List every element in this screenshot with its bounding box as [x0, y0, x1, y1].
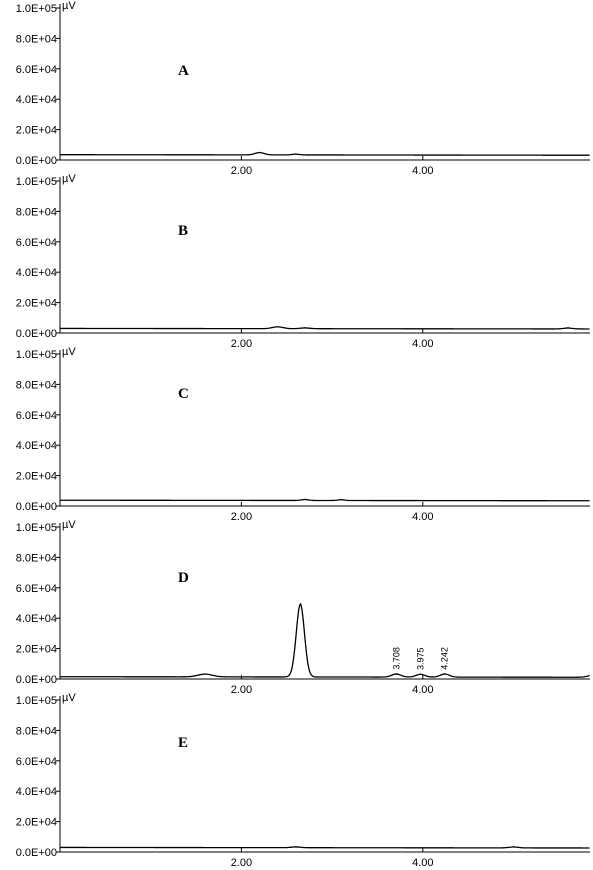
- y-tick-label: 4.0E+04: [16, 786, 57, 798]
- chromatogram-trace: [59, 498, 590, 502]
- y-tick-label: 0.0E+00: [16, 328, 57, 340]
- peak-point: [340, 498, 342, 501]
- y-tick-label: 1.0E+05: [16, 3, 57, 15]
- peak-point: [204, 673, 206, 675]
- y-tick-label: 1.0E+05: [16, 695, 57, 707]
- y-tick-label: 6.0E+04: [16, 583, 57, 595]
- chromatogram-trace: [60, 846, 590, 849]
- x-tick-label: 2.00: [231, 684, 252, 696]
- peak-point: [419, 673, 422, 675]
- x-tick-label: 2.00: [231, 857, 252, 869]
- y-tick-label: 0.0E+00: [16, 674, 57, 686]
- peak-point: [258, 151, 261, 153]
- y-tick-label: 2.0E+04: [16, 125, 57, 137]
- peak-point: [277, 326, 279, 328]
- chromatogram-panel-e: 0.0E+00 2.0E+04 4.0E+04 6.0E+04 8.0E+04 1.0E+…: [16, 692, 590, 869]
- panel-letter: E: [178, 735, 188, 751]
- y-tick-label: 8.0E+04: [16, 725, 57, 737]
- y-tick-label: 4.0E+04: [16, 94, 57, 106]
- y-tick-label: 2.0E+04: [16, 644, 57, 656]
- x-tick-label: 4.00: [412, 684, 433, 696]
- y-tick-label: 2.0E+04: [16, 298, 57, 310]
- y-tick-label: 8.0E+04: [16, 33, 57, 45]
- chromatogram-trace: [60, 326, 590, 330]
- peak-label: 3.708: [391, 647, 401, 670]
- peak-point: [295, 846, 297, 848]
- y-tick-label: 6.0E+04: [16, 237, 57, 249]
- chromatogram-trace: [60, 151, 590, 156]
- y-tick-label: 6.0E+04: [16, 756, 57, 768]
- y-tick-label: 1.0E+05: [16, 522, 57, 534]
- x-tick-label: 4.00: [412, 165, 433, 177]
- y-unit-label: µV: [62, 0, 76, 12]
- x-tick-label: 4.00: [412, 511, 433, 523]
- panel-letter: B: [178, 223, 188, 239]
- y-tick-label: 8.0E+04: [16, 552, 57, 564]
- y-tick-label: 4.0E+04: [16, 267, 57, 279]
- chromatogram-panel-c: 0.0E+00 2.0E+04 4.0E+04 6.0E+04 8.0E+04 1.0E+…: [16, 346, 590, 523]
- y-tick-label: 2.0E+04: [16, 817, 57, 829]
- panel-letter: D: [178, 570, 189, 586]
- y-tick-label: 0.0E+00: [16, 155, 57, 167]
- y-unit-label: µV: [62, 519, 76, 531]
- x-tick-label: 2.00: [231, 511, 252, 523]
- peak-point: [512, 845, 515, 848]
- panel-letter: C: [178, 386, 189, 402]
- x-tick-label: 4.00: [412, 857, 433, 869]
- y-tick-label: 2.0E+04: [16, 471, 57, 483]
- y-tick-label: 1.0E+05: [16, 349, 57, 361]
- y-tick-label: 0.0E+00: [16, 847, 57, 859]
- y-tick-label: 1.0E+05: [16, 176, 57, 188]
- chromatogram-panel-b: 0.0E+00 2.0E+04 4.0E+04 6.0E+04 8.0E+04 1.0E+…: [16, 173, 590, 350]
- x-tick-label: 2.00: [231, 338, 252, 350]
- panel-letter: A: [178, 63, 189, 79]
- y-tick-label: 4.0E+04: [16, 613, 57, 625]
- y-tick-label: 0.0E+00: [16, 501, 57, 513]
- y-tick-label: 6.0E+04: [16, 64, 57, 76]
- chromatogram-panels: 0.0E+00 2.0E+04 4.0E+04 6.0E+04 8.0E+04 1.0E+…: [16, 0, 590, 869]
- peak-point: [304, 498, 306, 500]
- y-tick-label: 8.0E+04: [16, 379, 57, 391]
- peak-label: 4.242: [440, 647, 450, 670]
- peak-point: [395, 673, 397, 675]
- y-unit-label: µV: [62, 692, 76, 704]
- chromatogram-panel-d: 0.0E+00 2.0E+04 4.0E+04 6.0E+04 8.0E+04 1.0E+…: [16, 519, 590, 696]
- y-unit-label: µV: [62, 173, 76, 185]
- y-tick-label: 6.0E+04: [16, 410, 57, 422]
- peak-point: [304, 327, 306, 329]
- chromatogram-panel-a: 0.0E+00 2.0E+04 4.0E+04 6.0E+04 8.0E+04 1.0E+…: [16, 0, 590, 177]
- y-unit-label: µV: [62, 346, 76, 358]
- y-tick-label: 4.0E+04: [16, 440, 57, 452]
- chromatogram-trace: [60, 603, 590, 678]
- peak-point: [567, 326, 569, 329]
- peak-point: [299, 603, 301, 605]
- peak-point: [295, 153, 297, 155]
- peak-label: 3.975: [416, 647, 426, 670]
- x-tick-label: 4.00: [412, 338, 433, 350]
- y-tick-label: 8.0E+04: [16, 206, 57, 218]
- peak-point: [444, 673, 446, 675]
- x-tick-label: 2.00: [231, 165, 252, 177]
